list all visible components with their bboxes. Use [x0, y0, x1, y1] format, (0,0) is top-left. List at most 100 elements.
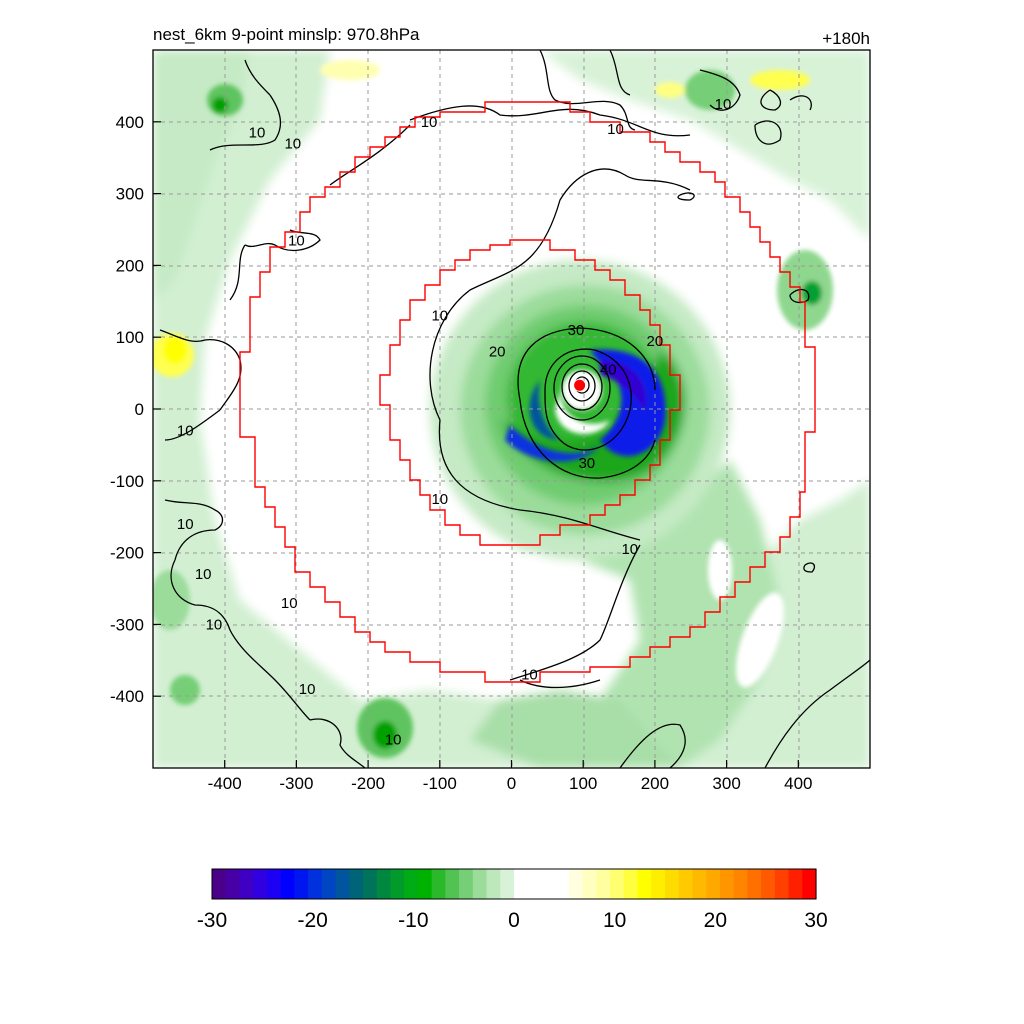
- colorbar-swatch: [294, 869, 309, 899]
- contour-label: 10: [281, 595, 298, 612]
- colorbar-swatch: [500, 869, 515, 899]
- colorbar-tick-label: 0: [508, 909, 520, 932]
- contour-label: 20: [489, 344, 506, 361]
- colorbar-swatch: [788, 869, 803, 899]
- contour-label: 10: [715, 96, 732, 113]
- colorbar-swatch: [719, 869, 735, 899]
- y-tick-label: -400: [110, 687, 144, 706]
- colorbar-swatch: [376, 869, 392, 899]
- wind-contours: [159, 50, 870, 768]
- colorbar-swatch: [761, 869, 776, 899]
- colorbar-swatch: [541, 869, 556, 899]
- colorbar-swatch: [733, 869, 748, 899]
- colorbar-swatch: [404, 869, 419, 899]
- colorbar-swatch: [321, 869, 337, 899]
- colorbar-swatch: [417, 869, 433, 899]
- plot-area: 10 10 10 10 10 10 10 10 10 10 10 10 10 10 10 10 10 20 20 30…: [153, 50, 870, 768]
- colorbar-tick-label: 30: [804, 909, 827, 932]
- contour-label: 10: [431, 491, 448, 508]
- y-tick-label: -100: [110, 472, 144, 491]
- colorbar-swatch: [665, 869, 680, 899]
- contour-label: 10: [607, 121, 624, 138]
- colorbar-swatch: [692, 869, 707, 899]
- forecast-hour-label: +180h: [822, 29, 870, 48]
- colorbar-swatch: [623, 869, 639, 899]
- contour-label: 10: [521, 667, 538, 684]
- contour-label: 10: [288, 232, 305, 249]
- contour-label: 10: [284, 135, 301, 152]
- colorbar-swatch: [678, 869, 694, 899]
- x-tick-label: 100: [569, 774, 597, 793]
- colorbar-swatch: [527, 869, 543, 899]
- analysis-boundaries: [239, 101, 816, 683]
- colorbar-swatch: [774, 869, 790, 899]
- contour-label: 10: [177, 423, 194, 440]
- x-tick-label: -200: [351, 774, 385, 793]
- x-tick-label: -400: [208, 774, 242, 793]
- colorbar-tick-label: 10: [603, 909, 626, 932]
- contour-label: 10: [431, 308, 448, 325]
- colorbar-swatch: [514, 869, 529, 899]
- colorbar-swatch: [596, 869, 611, 899]
- inner-boundary: [379, 239, 681, 546]
- colorbar-swatch: [335, 869, 350, 899]
- colorbar-swatch: [706, 869, 721, 899]
- x-tick-label: 0: [507, 774, 516, 793]
- y-tick-label: 300: [116, 185, 144, 204]
- x-axis: -400 -300 -200 -100 0 100 200 300 400: [208, 760, 812, 793]
- colorbar-swatch: [253, 869, 268, 899]
- colorbar-swatch: [225, 869, 241, 899]
- x-tick-label: 200: [641, 774, 669, 793]
- colorbar-swatch: [431, 869, 446, 899]
- colorbar-swatch: [582, 869, 597, 899]
- colorbar-swatch: [212, 869, 227, 899]
- x-tick-label: 300: [712, 774, 740, 793]
- y-tick-label: 0: [135, 400, 144, 419]
- contour-label: 10: [249, 125, 266, 142]
- contour-label: 10: [195, 566, 212, 583]
- chart-title: nest_6km 9-point minslp: 970.8hPa: [153, 25, 420, 44]
- contour-label: 40: [600, 362, 617, 379]
- contour-label: 10: [177, 516, 194, 533]
- colorbar-swatch: [555, 869, 570, 899]
- x-tick-label: -300: [279, 774, 313, 793]
- outer-boundary: [239, 101, 816, 683]
- colorbar-swatch: [390, 869, 405, 899]
- colorbar-swatch: [239, 869, 254, 899]
- y-axis: -400 -300 -200 -100 0 100 200 300 400: [110, 113, 161, 706]
- y-tick-label: 400: [116, 113, 144, 132]
- contour-label: 10: [421, 114, 438, 131]
- colorbar-swatch: [308, 869, 323, 899]
- colorbar-tick-label: -20: [297, 909, 327, 932]
- colorbar-swatch: [445, 869, 460, 899]
- colorbar-swatch: [459, 869, 474, 899]
- contour-label: 20: [647, 333, 664, 350]
- colorbar-swatch: [486, 869, 501, 899]
- x-tick-label: 400: [784, 774, 812, 793]
- colorbar-swatch: [568, 869, 584, 899]
- colorbar-frame: [211, 868, 817, 900]
- y-tick-label: 200: [116, 256, 144, 275]
- colorbar-swatch: [651, 869, 666, 899]
- colorbar: -30 -20 -10 0 10 20 30: [197, 868, 828, 932]
- colorbar-tick-label: -30: [197, 909, 227, 932]
- y-tick-label: 100: [116, 328, 144, 347]
- colorbar-swatch: [349, 869, 364, 899]
- contour-label: 10: [206, 616, 223, 633]
- x-tick-label: -100: [423, 774, 457, 793]
- y-tick-label: -200: [110, 544, 144, 563]
- colorbar-swatch: [363, 869, 378, 899]
- storm-center-marker: [573, 378, 587, 392]
- contour-label: 10: [299, 681, 316, 698]
- colorbar-swatch: [610, 869, 625, 899]
- contour-label: 30: [578, 455, 595, 472]
- contour-labels: 10 10 10 10 10 10 10 10 10 10 10 10 10 10 10 10 10 20 20 30…: [177, 96, 732, 748]
- colorbar-swatch: [266, 869, 282, 899]
- contour-label: 10: [621, 541, 638, 558]
- colorbar-swatch: [280, 869, 295, 899]
- colorbar-swatch: [802, 869, 817, 899]
- colorbar-tick-label: -10: [398, 909, 428, 932]
- contour-label: 10: [385, 731, 402, 748]
- y-tick-label: -300: [110, 615, 144, 634]
